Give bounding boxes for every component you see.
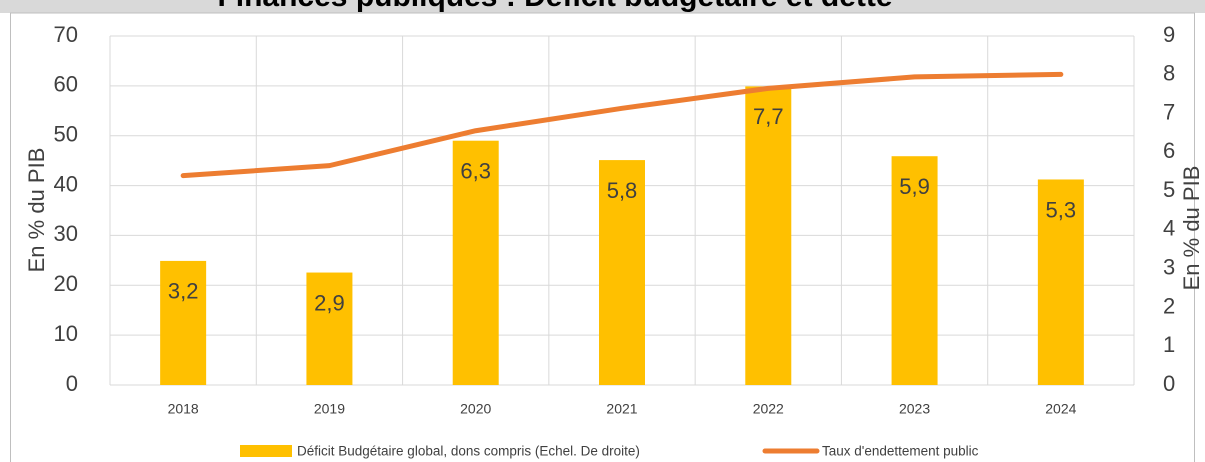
x-tick-label: 2018 xyxy=(168,401,199,417)
y-axis-title: En % du PIB xyxy=(24,148,49,273)
y2-tick-label: 5 xyxy=(1163,177,1175,202)
chart-title: Finances publiques : Déficit budgétaire … xyxy=(217,0,892,13)
bar xyxy=(745,86,792,386)
bar xyxy=(599,160,645,385)
y-tick-label: 70 xyxy=(54,22,78,47)
x-tick-label: 2022 xyxy=(753,401,784,417)
y2-tick-label: 6 xyxy=(1163,138,1175,163)
y-tick-label: 10 xyxy=(54,321,78,346)
data-label: 7,7 xyxy=(753,104,784,129)
y2-tick-label: 9 xyxy=(1163,22,1175,47)
bar xyxy=(452,140,499,385)
data-label: 5,3 xyxy=(1046,197,1077,222)
y2-tick-label: 7 xyxy=(1163,99,1175,124)
x-tick-label: 2019 xyxy=(314,401,345,417)
bar xyxy=(891,156,938,385)
y2-tick-label: 0 xyxy=(1163,371,1175,396)
legend-label: Taux d'endettement public xyxy=(822,444,979,459)
bar xyxy=(1037,179,1084,385)
y2-tick-label: 3 xyxy=(1163,254,1175,279)
x-tick-label: 2024 xyxy=(1045,401,1076,417)
x-tick-label: 2023 xyxy=(899,401,930,417)
line xyxy=(180,71,1064,179)
data-label: 5,8 xyxy=(607,178,638,203)
frame xyxy=(10,12,1195,462)
legend-swatch xyxy=(240,445,292,457)
y-tick-label: 30 xyxy=(54,221,78,246)
y-tick-label: 0 xyxy=(66,371,78,396)
y-tick-label: 60 xyxy=(54,72,78,97)
y2-tick-label: 8 xyxy=(1163,61,1175,86)
data-label: 2,9 xyxy=(314,290,345,315)
bar xyxy=(306,272,353,385)
y2-tick-label: 1 xyxy=(1163,332,1175,357)
y-tick-label: 50 xyxy=(54,122,78,147)
data-label: 3,2 xyxy=(168,279,199,304)
data-label: 5,9 xyxy=(899,174,930,199)
y2-tick-label: 2 xyxy=(1163,293,1175,318)
y2-tick-label: 4 xyxy=(1163,216,1175,241)
x-tick-label: 2021 xyxy=(606,401,637,417)
title-band xyxy=(0,0,1205,13)
x-tick-label: 2020 xyxy=(460,401,491,417)
bar xyxy=(160,260,207,385)
data-label: 6,3 xyxy=(460,159,491,184)
y2-axis-title: En % du PIB xyxy=(1179,166,1204,291)
y-tick-label: 40 xyxy=(54,171,78,196)
legend-label: Déficit Budgétaire global, dons compris … xyxy=(297,444,640,459)
y-tick-label: 20 xyxy=(54,271,78,296)
